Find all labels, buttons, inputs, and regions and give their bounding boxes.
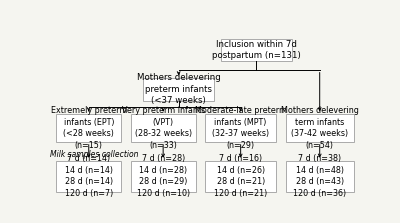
FancyBboxPatch shape [286, 161, 354, 192]
Text: Mothers delevering
preterm infants
(<37 weeks): Mothers delevering preterm infants (<37 … [137, 74, 220, 105]
FancyBboxPatch shape [143, 78, 214, 101]
Text: 7 d (n=28)
14 d (n=28)
28 d (n=29)
120 d (n=10): 7 d (n=28) 14 d (n=28) 28 d (n=29) 120 d… [136, 155, 190, 198]
Text: Moderate-late preterm
infants (MPT)
(32-37 weeks)
(n=29): Moderate-late preterm infants (MPT) (32-… [195, 106, 287, 150]
FancyBboxPatch shape [131, 161, 196, 192]
FancyBboxPatch shape [205, 161, 276, 192]
FancyBboxPatch shape [56, 114, 121, 142]
Text: 7 d (n=16)
14 d (n=26)
28 d (n=21)
120 d (n=21): 7 d (n=16) 14 d (n=26) 28 d (n=21) 120 d… [214, 155, 267, 198]
FancyBboxPatch shape [205, 114, 276, 142]
FancyBboxPatch shape [131, 114, 196, 142]
Text: Very preterm infants
(VPT)
(28-32 weeks)
(n=33): Very preterm infants (VPT) (28-32 weeks)… [122, 106, 205, 150]
FancyBboxPatch shape [56, 161, 121, 192]
Text: 7 d (n=14)
14 d (n=14)
28 d (n=14)
120 d (n=7): 7 d (n=14) 14 d (n=14) 28 d (n=14) 120 d… [65, 155, 113, 198]
Text: Milk samples collection: Milk samples collection [50, 150, 139, 159]
FancyBboxPatch shape [286, 114, 354, 142]
Text: Mothers delevering
term infants
(37-42 weeks)
(n=54): Mothers delevering term infants (37-42 w… [281, 106, 359, 150]
Text: 7 d (n=38)
14 d (n=48)
28 d (n=43)
120 d (n=36): 7 d (n=38) 14 d (n=48) 28 d (n=43) 120 d… [293, 155, 346, 198]
Text: Extremely preterm
infants (EPT)
(<28 weeks)
(n=15): Extremely preterm infants (EPT) (<28 wee… [50, 106, 127, 150]
FancyBboxPatch shape [220, 39, 292, 61]
Text: Inclusion within 7d
postpartum (n=131): Inclusion within 7d postpartum (n=131) [212, 40, 300, 60]
